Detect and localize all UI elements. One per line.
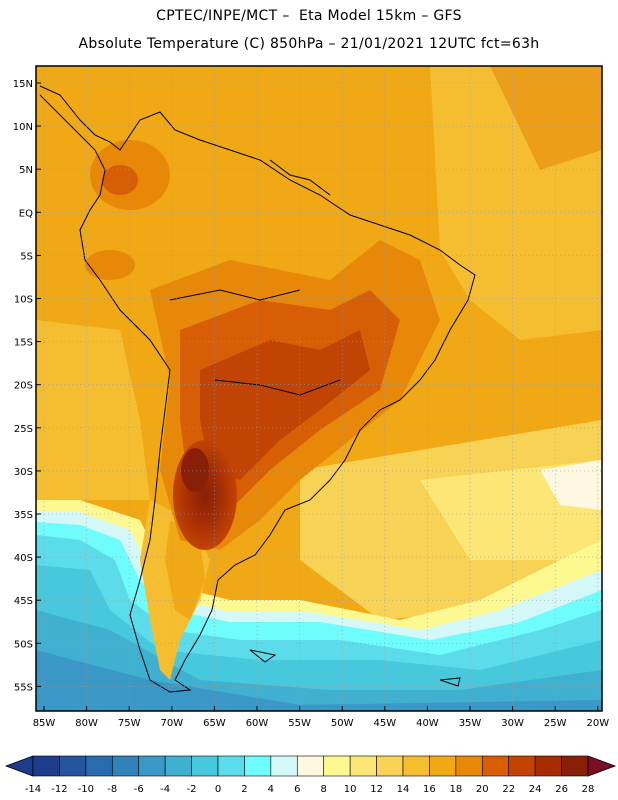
lat-label: 25S — [14, 424, 33, 435]
legend-swatch — [349, 755, 377, 777]
coastlines — [39, 85, 476, 693]
legend-label: 2 — [241, 784, 247, 795]
legend-label: 16 — [423, 784, 436, 795]
lat-label: 35S — [14, 510, 33, 521]
legend-label: 10 — [344, 784, 357, 795]
plot-frame — [35, 65, 603, 712]
longitude-labels: 85W 80W 75W 70W 65W 60W 55W 50W 45W 40W 35W 30W 25W 2… — [33, 706, 609, 729]
legend-label: -10 — [78, 784, 94, 795]
lat-label: 40S — [14, 553, 33, 564]
legend-label: -2 — [187, 784, 197, 795]
legend-swatch — [270, 755, 298, 777]
legend-swatch — [481, 755, 510, 777]
lat-label: 30S — [14, 467, 33, 478]
legend-label: 14 — [397, 784, 410, 795]
lat-label: 10N — [13, 122, 33, 133]
legend-swatch — [191, 755, 219, 777]
lon-label: 25W — [544, 718, 567, 729]
legend-arrow-high — [587, 755, 617, 777]
lon-label: 40W — [416, 718, 439, 729]
legend-swatch — [508, 755, 536, 777]
legend-label: 20 — [476, 784, 489, 795]
legend-label: 26 — [555, 784, 568, 795]
lon-label: 50W — [331, 718, 354, 729]
lon-label: 70W — [160, 718, 183, 729]
lat-label: 55S — [14, 682, 33, 693]
color-legend: -14 -12 -10 -8 -6 -4 -2 0 2 4 6 8 10 12 14 16 18 20 22 24 26… — [4, 755, 617, 795]
legend-label: 6 — [294, 784, 300, 795]
lon-label: 45W — [373, 718, 396, 729]
lat-label: 20S — [14, 381, 33, 392]
legend-swatch — [402, 755, 430, 777]
lon-label: 60W — [246, 718, 269, 729]
lon-label: 20W — [586, 718, 609, 729]
legend-label: 8 — [321, 784, 327, 795]
lon-label: 75W — [118, 718, 141, 729]
lon-label: 85W — [33, 718, 56, 729]
legend-swatch — [534, 755, 562, 777]
legend-swatch — [376, 755, 404, 777]
legend-swatch — [296, 755, 325, 777]
legend-swatch — [323, 755, 351, 777]
legend-label: 0 — [215, 784, 221, 795]
legend-swatch — [455, 755, 483, 777]
lat-label: 45S — [14, 596, 33, 607]
legend-label: -6 — [134, 784, 144, 795]
lat-label: EQ — [19, 208, 33, 219]
legend-label: 24 — [529, 784, 542, 795]
latitude-labels: 15N 10N 5N EQ 5S 10S 15S 20S 25S 30S 35S 40S 45S 50S 5… — [13, 79, 41, 693]
legend-swatch — [138, 755, 166, 777]
legend-label: -12 — [51, 784, 67, 795]
legend-label: -14 — [25, 784, 41, 795]
legend-label: 28 — [582, 784, 595, 795]
temperature-field — [36, 66, 602, 711]
lon-label: 35W — [459, 718, 482, 729]
legend-label: 4 — [268, 784, 274, 795]
legend-label: 12 — [370, 784, 383, 795]
legend-label: -8 — [107, 784, 117, 795]
legend-swatch — [429, 755, 457, 777]
legend-swatch — [164, 755, 192, 777]
lat-label: 10S — [14, 295, 33, 306]
lon-label: 65W — [203, 718, 226, 729]
lon-label: 80W — [75, 718, 98, 729]
lat-label: 5N — [19, 165, 33, 176]
map-title: CPTEC/INPE/MCT – Eta Model 15km – GFS — [156, 8, 462, 24]
lat-label: 5S — [20, 251, 33, 262]
lon-label: 30W — [501, 718, 524, 729]
lat-label: 50S — [14, 639, 33, 650]
legend-swatch — [217, 755, 245, 777]
lon-label: 55W — [288, 718, 311, 729]
legend-swatch — [59, 755, 87, 777]
legend-label: 18 — [449, 784, 462, 795]
map-subtitle: Absolute Temperature (C) 850hPa – 21/01/… — [78, 36, 540, 52]
legend-swatch — [32, 755, 60, 777]
legend-swatch — [244, 755, 272, 777]
lat-label: 15N — [13, 79, 33, 90]
lat-label: 15S — [14, 338, 33, 349]
legend-arrow-low — [4, 755, 34, 777]
legend-label: 22 — [502, 784, 515, 795]
legend-swatch — [85, 755, 113, 777]
legend-label: -4 — [160, 784, 170, 795]
legend-swatch — [111, 755, 140, 777]
legend-swatch — [561, 755, 589, 777]
